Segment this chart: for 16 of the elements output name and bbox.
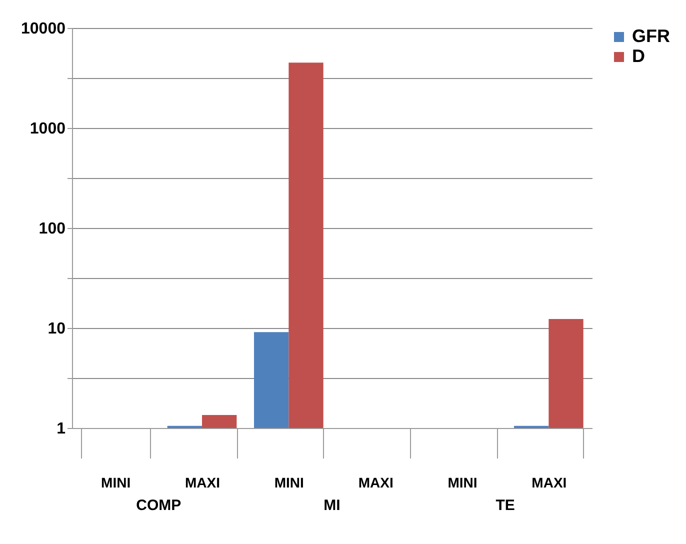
x-tick-label: MINI [274, 474, 304, 490]
text: MI [324, 497, 340, 514]
text: TE [496, 497, 515, 514]
x-tick-label: MINI [448, 474, 478, 490]
y-tick-label: 10000 [21, 20, 66, 38]
y-tick-label: 100 [38, 220, 66, 238]
text: COMP [136, 497, 182, 514]
x-tick-label: MAXI [532, 474, 567, 490]
y-tick-label: 1000 [30, 120, 66, 138]
x-tick-label: MAXI [185, 474, 220, 490]
legend-label: GFR [632, 26, 670, 46]
legend-label: D [632, 46, 645, 66]
x-tick-label: MAXI [358, 474, 394, 490]
x-tick-label: MINI [101, 474, 131, 490]
y-tick-label: 1 [56, 420, 66, 438]
y-tick-label: 10 [48, 320, 66, 338]
